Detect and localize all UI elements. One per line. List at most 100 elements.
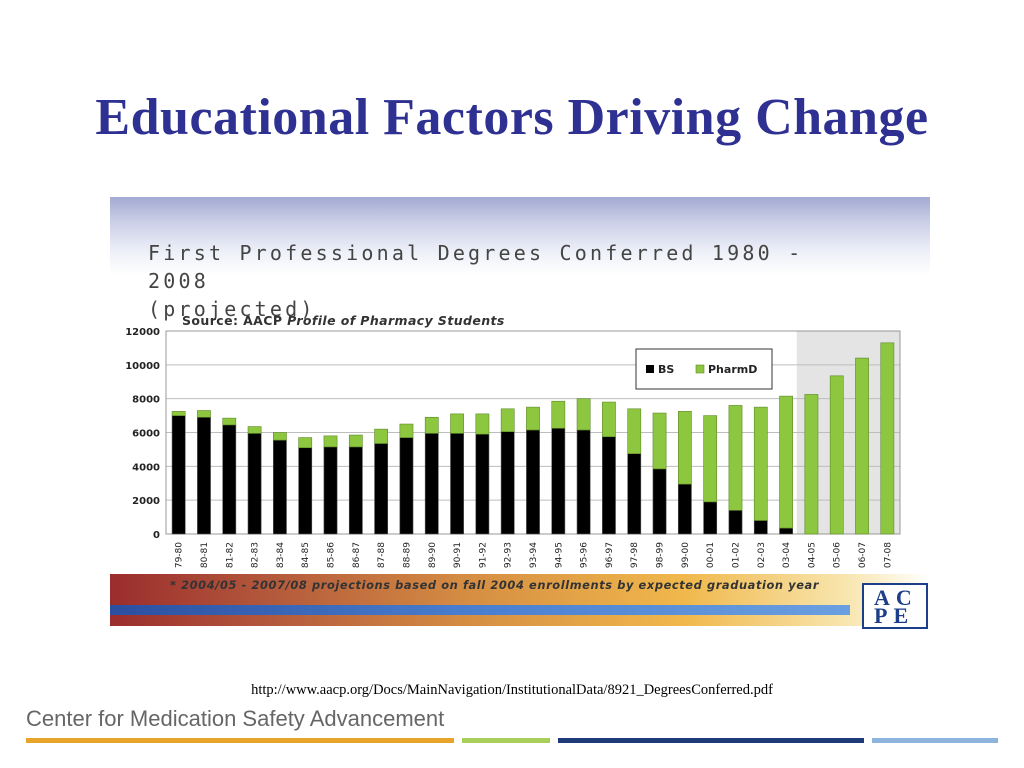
x-tick-label-02-03: 02-03	[757, 542, 767, 568]
bar-bs-95-96	[576, 429, 591, 535]
x-tick-label-99-00: 99-00	[681, 542, 691, 568]
bar-bs-00-01	[703, 501, 718, 535]
bar-bs-80-81	[197, 416, 211, 535]
bar-pharmd-97-98	[627, 408, 642, 454]
bar-bs-99-00	[677, 483, 692, 535]
x-tick-label-04-05: 04-05	[807, 542, 817, 568]
bar-pharmd-90-91	[450, 413, 464, 434]
bar-bs-79-80	[171, 415, 186, 535]
bar-pharmd-02-03	[753, 406, 768, 521]
bar-bs-94-95	[551, 427, 566, 535]
y-tick-label-6000: 6000	[132, 429, 160, 440]
bar-bs-93-94	[526, 429, 540, 535]
bar-bs-87-88	[374, 443, 389, 535]
bar-pharmd-94-95	[551, 400, 566, 429]
x-tick-label-96-97: 96-97	[605, 542, 615, 568]
bar-pharmd-03-04	[779, 395, 793, 529]
legend-label-pharmd: PharmD	[708, 363, 757, 376]
x-tick-label-93-94: 93-94	[529, 542, 539, 568]
bar-bs-83-84	[273, 439, 287, 535]
bar-pharmd-84-85	[298, 437, 313, 449]
x-tick-label-90-91: 90-91	[453, 542, 463, 568]
x-tick-label-83-84: 83-84	[276, 542, 286, 568]
bar-pharmd-99-00	[677, 411, 692, 485]
chart-title: First Professional Degrees Conferred 198…	[148, 241, 804, 321]
bar-pharmd-00-01	[703, 415, 718, 503]
bar-pharmd-86-87	[348, 434, 363, 448]
bar-pharmd-91-92	[475, 413, 490, 435]
bar-pharmd-96-97	[602, 401, 616, 438]
y-tick-label-0: 0	[153, 530, 160, 541]
bar-bs-89-90	[424, 433, 439, 535]
chart-footnote: * 2004/05 - 2007/08 projections based on…	[170, 578, 820, 592]
bar-bs-84-85	[298, 447, 313, 535]
bar-pharmd-01-02	[728, 405, 743, 511]
y-tick-label-10000: 10000	[125, 361, 160, 372]
figure-header-band	[110, 197, 930, 275]
bar-pharmd-95-96	[576, 398, 591, 431]
bar-bs-86-87	[348, 446, 363, 535]
x-tick-label-00-01: 00-01	[706, 542, 716, 568]
organization-name: Center for Medication Safety Advancement	[26, 706, 445, 731]
bar-bs-97-98	[627, 453, 642, 535]
bar-pharmd-04-05	[804, 394, 819, 535]
x-tick-label-89-90: 89-90	[428, 542, 438, 568]
y-tick-label-4000: 4000	[132, 462, 160, 473]
x-tick-label-87-88: 87-88	[377, 542, 387, 568]
bar-pharmd-85-86	[323, 435, 338, 448]
chart-source-publication: Profile of Pharmacy Students	[287, 313, 505, 328]
x-tick-label-94-95: 94-95	[554, 542, 564, 568]
acpe-logo: AC PE ®	[862, 583, 928, 629]
chart-source-prefix: Source: AACP	[182, 313, 283, 328]
x-tick-label-91-92: 91-92	[478, 542, 488, 568]
footnote-band: * 2004/05 - 2007/08 projections based on…	[110, 574, 930, 626]
bar-bs-01-02	[728, 510, 743, 535]
x-tick-label-84-85: 84-85	[301, 542, 311, 568]
footer-bar-green	[462, 738, 550, 743]
x-tick-label-07-08: 07-08	[883, 542, 893, 568]
bar-bs-02-03	[753, 520, 768, 535]
source-url: http://www.aacp.org/Docs/MainNavigation/…	[251, 682, 773, 698]
y-tick-label-12000: 12000	[125, 327, 160, 338]
bar-pharmd-98-99	[652, 412, 667, 470]
legend-label-bs: BS	[658, 363, 674, 376]
x-tick-label-80-81: 80-81	[200, 542, 210, 568]
bar-bs-81-82	[222, 424, 237, 535]
bar-pharmd-88-89	[399, 423, 414, 438]
bar-pharmd-93-94	[526, 406, 540, 431]
footer-bar-navy	[558, 738, 864, 743]
bar-pharmd-06-07	[855, 357, 869, 535]
slide-title: Educational Factors Driving Change	[95, 89, 929, 146]
footer-bar-lightblue	[872, 738, 998, 743]
bar-pharmd-87-88	[374, 428, 389, 444]
bar-pharmd-82-83	[247, 426, 262, 434]
footer-color-bars	[26, 738, 998, 743]
bar-bs-85-86	[323, 446, 338, 535]
x-tick-label-05-06: 05-06	[833, 542, 843, 568]
x-tick-label-86-87: 86-87	[352, 542, 362, 568]
x-tick-label-97-98: 97-98	[630, 542, 640, 568]
bar-pharmd-80-81	[197, 410, 211, 418]
x-tick-label-06-07: 06-07	[858, 542, 868, 568]
bar-pharmd-89-90	[424, 416, 439, 434]
chart-source: Source: AACP Profile of Pharmacy Student…	[182, 313, 505, 328]
bar-bs-96-97	[602, 436, 616, 535]
legend-swatch-pharmd	[695, 364, 705, 374]
x-tick-label-79-80: 79-80	[175, 542, 185, 568]
x-tick-label-88-89: 88-89	[402, 542, 412, 568]
bar-bs-82-83	[247, 433, 262, 535]
x-tick-label-03-04: 03-04	[782, 542, 792, 568]
bar-pharmd-79-80	[171, 411, 186, 416]
bar-bs-92-93	[500, 431, 515, 535]
x-tick-label-85-86: 85-86	[327, 542, 337, 568]
bar-bs-98-99	[652, 468, 667, 535]
bar-pharmd-83-84	[273, 432, 287, 441]
chart-figure: First Professional Degrees Conferred 198…	[110, 197, 930, 631]
x-tick-label-82-83: 82-83	[251, 542, 261, 568]
x-tick-label-81-82: 81-82	[225, 542, 235, 568]
y-tick-label-8000: 8000	[132, 395, 160, 406]
x-tick-label-01-02: 01-02	[731, 542, 741, 568]
bar-bs-03-04	[779, 527, 793, 535]
bar-pharmd-92-93	[500, 408, 515, 432]
bar-bs-90-91	[450, 433, 464, 535]
